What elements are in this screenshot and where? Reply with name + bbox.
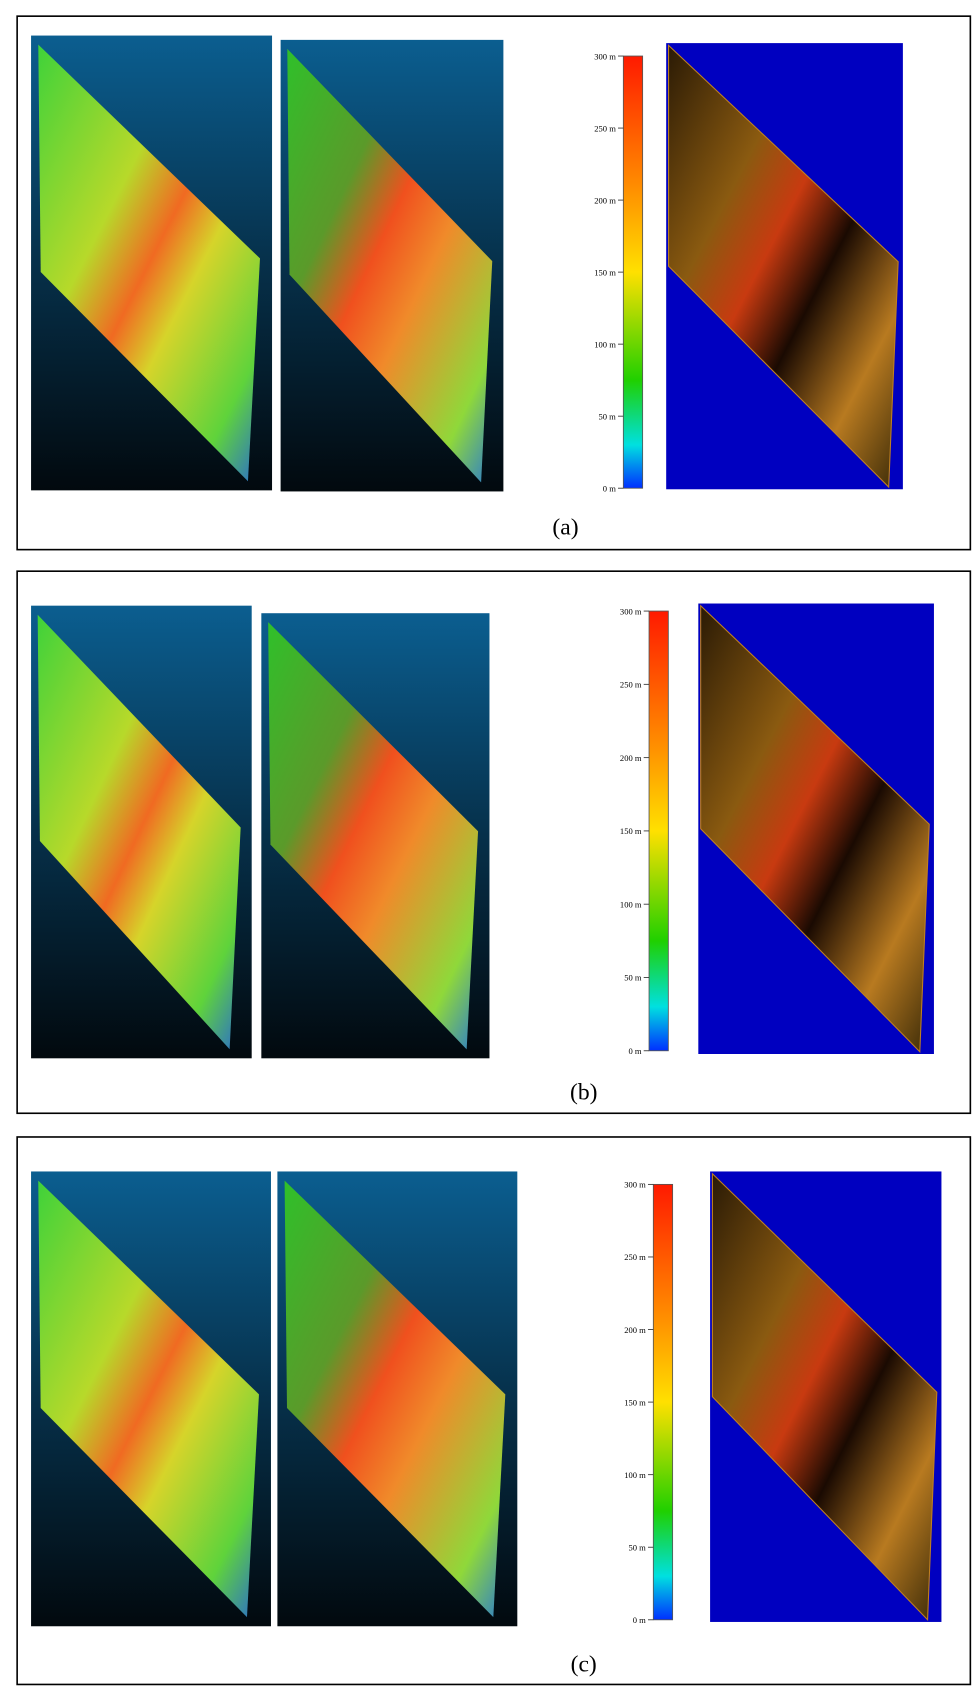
colorbar-tick-label: 150 m — [620, 826, 642, 836]
panel-caption: (a) — [552, 514, 578, 540]
colorbar-tick-label: 200 m — [620, 753, 642, 763]
colorbar-tick-label: 300 m — [594, 51, 616, 61]
colorbar — [649, 611, 668, 1051]
colorbar-tick-label: 250 m — [620, 680, 642, 690]
colorbar-tick-label: 150 m — [624, 1397, 646, 1407]
panel-caption: (b) — [570, 1079, 597, 1105]
colorbar-tick-label: 200 m — [624, 1325, 646, 1335]
colorbar-tick-label: 0 m — [628, 1046, 641, 1056]
colorbar-tick-label: 100 m — [594, 339, 616, 349]
colorbar-tick-label: 100 m — [624, 1470, 646, 1480]
colorbar — [653, 1184, 672, 1619]
colorbar-tick-label: 250 m — [624, 1252, 646, 1262]
colorbar-tick-label: 300 m — [624, 1180, 646, 1190]
colorbar-tick-label: 50 m — [628, 1542, 646, 1552]
panel-caption: (c) — [571, 1651, 597, 1677]
colorbar-tick-label: 200 m — [594, 195, 616, 205]
colorbar-tick-label: 250 m — [594, 123, 616, 133]
colorbar-tick-label: 50 m — [598, 411, 616, 421]
colorbar-tick-label: 50 m — [624, 973, 642, 983]
colorbar — [623, 56, 642, 488]
colorbar-tick-label: 0 m — [633, 1615, 646, 1625]
colorbar-tick-label: 100 m — [620, 899, 642, 909]
figure: 0 m 50 m 100 m 150 m 200 m 250 m 300 m (a) 0 m 50… — [0, 0, 980, 1692]
colorbar-tick-label: 0 m — [603, 483, 616, 493]
colorbar-tick-label: 150 m — [594, 267, 616, 277]
colorbar-tick-label: 300 m — [620, 606, 642, 616]
